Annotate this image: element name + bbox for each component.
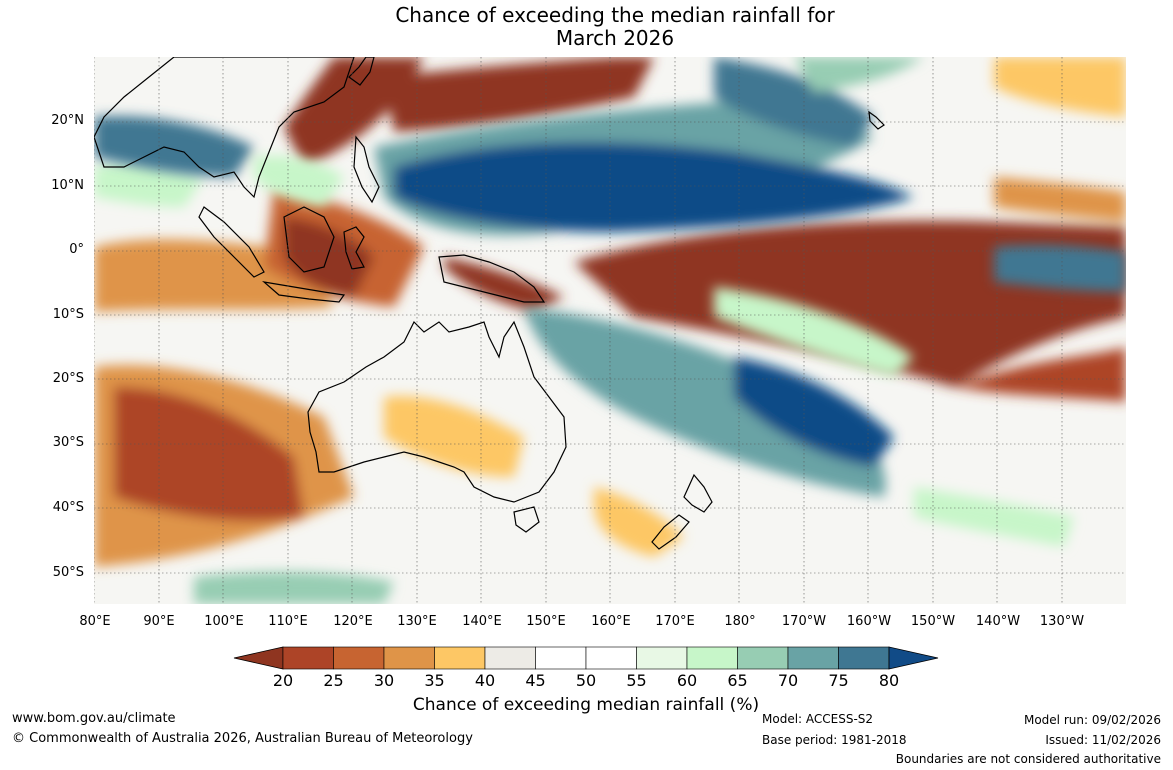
colorbar-segment (686, 646, 738, 670)
lat-label-20n: 20°N (51, 113, 84, 128)
colorbar-segment (787, 646, 839, 670)
footer-issued: Issued: 11/02/2026 (1045, 733, 1161, 747)
lon-label-170e: 170°E (655, 614, 695, 629)
colorbar-extend-low (233, 646, 284, 670)
colorbar-segment (585, 646, 637, 670)
colorbar-segment (737, 646, 789, 670)
lat-label-10n: 10°N (51, 178, 84, 193)
colorbar-tick-label: 75 (828, 671, 849, 690)
title-line-1: Chance of exceeding the median rainfall … (395, 3, 835, 27)
footer-disclaimer: Boundaries are not considered authoritat… (895, 752, 1161, 766)
lat-label-equator: 0° (69, 242, 84, 257)
lon-label-160w: 160°W (846, 614, 892, 629)
lon-label-180: 180° (724, 614, 756, 629)
lon-label-150w: 150°W (910, 614, 956, 629)
philippines-outline (353, 135, 380, 204)
australia-coastline (307, 320, 567, 503)
rainfall-map (94, 57, 1126, 604)
hawaii-outline (868, 110, 885, 130)
lon-label-90e: 90°E (143, 614, 175, 629)
colorbar-segment (434, 646, 486, 670)
colorbar-tick-label: 40 (474, 671, 496, 690)
colorbar-extend-high (888, 646, 939, 670)
colorbar-tick-label: 50 (575, 671, 597, 690)
colorbar-tick-label: 45 (525, 671, 546, 690)
colorbar-segment (636, 646, 688, 670)
sumatra-outline (198, 206, 265, 278)
lon-label-110e: 110°E (268, 614, 308, 629)
colorbar-segment (838, 646, 890, 670)
lat-label-10s: 10°S (52, 307, 84, 322)
footer-base-period: Base period: 1981-2018 (762, 733, 907, 747)
sulawesi-outline (343, 226, 365, 270)
colorbar-tick-label: 70 (777, 671, 799, 690)
colorbar-segment (484, 646, 536, 670)
colorbar-label: Chance of exceeding median rainfall (%) (412, 695, 760, 715)
footer-model: Model: ACCESS-S2 (762, 712, 874, 726)
colorbar-tick-label: 35 (424, 671, 445, 690)
colorbar-tick-label: 25 (323, 671, 344, 690)
field-high-zones (94, 57, 1126, 604)
colorbar-segment (383, 646, 435, 670)
colorbar-tick-label: 80 (878, 671, 900, 690)
colorbar-segment (333, 646, 385, 670)
colorbar-tick-label: 60 (676, 671, 698, 690)
lon-label-160e: 160°E (591, 614, 631, 629)
colorbar-tick-label: 55 (626, 671, 647, 690)
borneo-outline (283, 206, 335, 273)
footer-copyright: © Commonwealth of Australia 2026, Austra… (12, 731, 473, 746)
colorbar (233, 646, 939, 670)
colorbar-tick-label: 30 (373, 671, 395, 690)
footer-website[interactable]: www.bom.gov.au/climate (12, 711, 176, 726)
graticule (94, 57, 1126, 604)
lat-label-40s: 40°S (52, 500, 84, 515)
lat-label-30s: 30°S (52, 435, 84, 450)
title-line-2: March 2026 (555, 26, 675, 50)
japan-outline (348, 57, 375, 86)
java-outline (261, 281, 346, 303)
lon-label-130w: 130°W (1039, 614, 1085, 629)
lon-label-100e: 100°E (204, 614, 244, 629)
lat-label-20s: 20°S (52, 371, 84, 386)
colorbar-tick-label: 65 (727, 671, 748, 690)
map-title: Chance of exceeding the median rainfall … (0, 4, 1173, 50)
lon-label-120e: 120°E (333, 614, 373, 629)
new-guinea-outline (438, 254, 546, 303)
colorbar-segment (535, 646, 587, 670)
field-low-zones (94, 57, 1126, 567)
lon-label-140e: 140°E (462, 614, 502, 629)
lon-label-140w: 140°W (975, 614, 1021, 629)
lon-label-130e: 130°E (397, 614, 437, 629)
new-zealand-outline (651, 473, 713, 550)
lon-label-170w: 170°W (781, 614, 827, 629)
lon-label-80e: 80°E (79, 614, 111, 629)
colorbar-segment (282, 646, 334, 670)
colorbar-tick-label: 20 (272, 671, 294, 690)
asia-mainland-outline (94, 57, 355, 199)
footer-model-run: Model run: 09/02/2026 (1023, 713, 1161, 727)
lat-label-50s: 50°S (52, 565, 84, 580)
lon-label-150e: 150°E (526, 614, 566, 629)
